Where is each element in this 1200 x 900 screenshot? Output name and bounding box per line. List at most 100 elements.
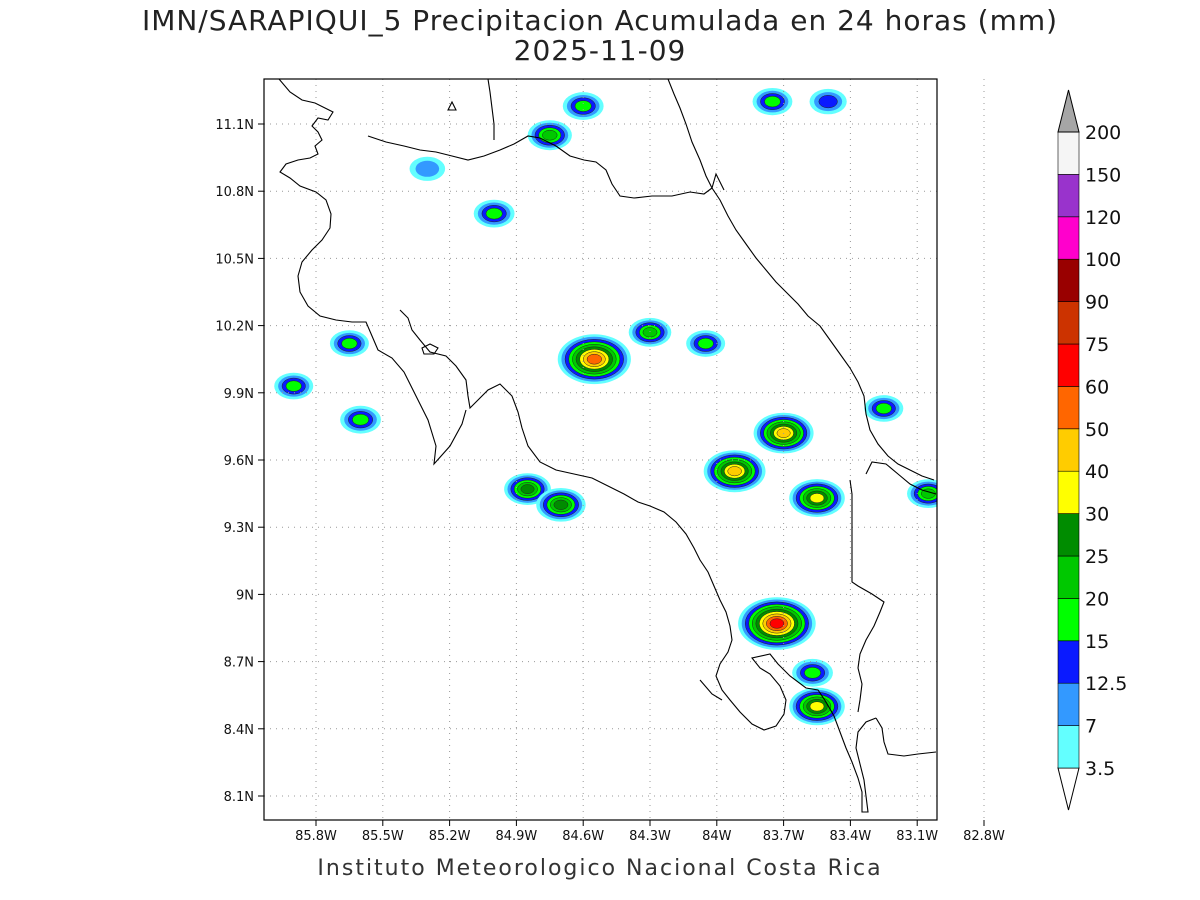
precip-cell: [340, 405, 381, 434]
latitude-axis: 11.1N 10.8N 10.5N 10.2N 9.9N 9.6N 9.3N 9N 8.7N 8.…: [215, 118, 264, 805]
precip-contour: [586, 353, 602, 365]
lon-tick-label: 84.6W: [562, 829, 604, 844]
lon-tick-label: 82.8W: [963, 829, 1005, 844]
precip-cell: [557, 334, 631, 385]
precip-contour: [966, 650, 980, 660]
colorbar-band: [1057, 258, 1080, 302]
colorbar-band: [1057, 386, 1080, 430]
colorbar-band: [1057, 131, 1080, 175]
precip-cell: [562, 92, 604, 120]
precip-contour: [1010, 130, 1024, 140]
lat-tick-label: 8.4N: [224, 723, 254, 738]
colorbar-label: 50: [1085, 419, 1109, 441]
lon-tick-label: 83.4W: [829, 829, 871, 844]
lat-tick-label: 10.2N: [215, 320, 254, 335]
nicoya-island: [421, 343, 439, 355]
colorbar-band: [1057, 174, 1080, 218]
precip-cell: [686, 330, 726, 357]
colorbar-label: 20: [1085, 588, 1109, 610]
lat-tick-label: 10.5N: [215, 252, 254, 267]
precip-cell: [864, 395, 904, 422]
precip-contour: [962, 648, 983, 662]
map-date: 2025-11-09: [513, 34, 687, 67]
precip-contour: [804, 667, 821, 679]
panama-caribbean-coast: [865, 461, 937, 495]
colorbar-label: 15: [1085, 631, 1109, 653]
precip-contour: [952, 640, 995, 669]
precip-cell: [952, 640, 995, 669]
precip-contour: [553, 499, 569, 510]
colorbar: 3.5 7 12.5 15 20 25 30 40 50 60 75 90 100 120 150 200: [1057, 89, 1127, 811]
precip-contour: [809, 701, 825, 712]
lat-tick-label: 9N: [236, 588, 254, 603]
precip-contour: [574, 100, 592, 112]
precip-cell: [789, 479, 845, 517]
precip-cell: [329, 330, 369, 357]
colorbar-label: 3.5: [1085, 758, 1115, 780]
precip-contour: [1018, 591, 1061, 620]
precip-contour: [959, 645, 987, 664]
colorbar-label: 90: [1085, 292, 1109, 314]
colorbar-label: 30: [1085, 504, 1109, 526]
colorbar-label: 75: [1085, 334, 1109, 356]
lat-tick-label: 8.7N: [224, 656, 254, 671]
lon-tick-label: 83.1W: [896, 829, 938, 844]
precip-contour: [996, 121, 1039, 150]
north-border-river: [487, 79, 495, 140]
colorbar-band: [1057, 640, 1080, 684]
precip-contour: [1022, 594, 1057, 618]
precip-contour: [642, 327, 658, 338]
precip-contour: [875, 402, 892, 415]
precip-cell: [792, 658, 833, 687]
precip-contour: [341, 337, 358, 350]
colorbar-label: 7: [1085, 716, 1097, 738]
precip-cell: [809, 88, 847, 115]
panama-border: [849, 479, 885, 713]
precip-contour: [969, 114, 1000, 135]
precip-cell: [738, 597, 816, 650]
lat-tick-label: 11.1N: [215, 118, 254, 133]
precip-contour: [1033, 601, 1047, 611]
precip-cell: [1018, 591, 1061, 620]
colorbar-band: [1057, 682, 1080, 726]
colorbar-label: 60: [1085, 376, 1109, 398]
colorbar-band: [1057, 216, 1080, 260]
precip-contour: [955, 643, 990, 667]
precip-cell: [473, 199, 515, 228]
lat-tick-label: 10.8N: [215, 185, 254, 200]
colorbar-label: 100: [1085, 249, 1121, 271]
precip-cell: [409, 156, 446, 181]
colorbar-band: [1057, 301, 1080, 345]
precip-cell: [274, 372, 314, 400]
precip-contour: [415, 160, 440, 177]
precip-contour: [697, 337, 714, 350]
lon-tick-label: 84.9W: [495, 829, 537, 844]
precip-contour: [352, 413, 369, 426]
colorbar-label: 12.5: [1085, 673, 1127, 695]
precip-contour: [1007, 128, 1028, 142]
colorbar-under-arrow: [1057, 767, 1080, 811]
precip-contour: [769, 618, 785, 629]
lat-tick-label: 9.6N: [224, 454, 254, 469]
precip-contour: [809, 493, 825, 504]
precip-contour: [1003, 126, 1031, 145]
precip-contour: [1000, 123, 1035, 147]
precip-contour: [285, 380, 302, 392]
lon-tick-label: 85.2W: [429, 829, 471, 844]
coastlines-and-borders: [278, 79, 937, 813]
lat-tick-label: 8.1N: [224, 790, 254, 805]
colorbar-band: [1057, 513, 1080, 557]
colorbar-label: 25: [1085, 546, 1109, 568]
lat-tick-label: 9.3N: [224, 521, 254, 536]
map-frame: [263, 78, 938, 821]
precip-contour: [485, 207, 503, 220]
precip-cell: [527, 120, 572, 151]
map-plot-area: [263, 78, 1061, 821]
lon-tick-label: 84.3W: [629, 829, 671, 844]
lat-lon-grid: [264, 79, 985, 820]
precip-contour: [1029, 598, 1050, 612]
colorbar-band: [1057, 470, 1080, 514]
colorbar-band: [1057, 598, 1080, 642]
colorbar-label: 200: [1085, 122, 1121, 144]
